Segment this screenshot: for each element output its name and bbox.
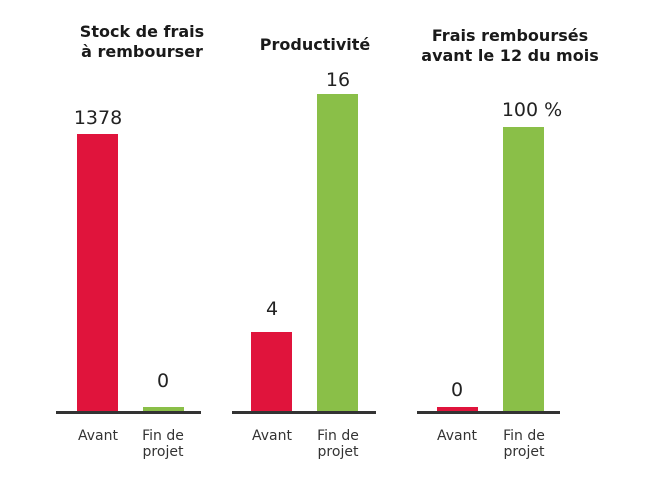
category-label-fin-de-projet: Fin de projet: [142, 428, 184, 460]
value-label-avant: 4: [265, 298, 279, 320]
bar-fin-de-projet: [143, 407, 184, 411]
value-label-avant: 1378: [73, 107, 123, 129]
bar-fin-de-projet: [317, 94, 358, 411]
value-label-fin-de-projet: 100 %: [501, 99, 563, 121]
chart-title: Stock de frais à rembourser: [79, 22, 205, 61]
x-axis-line: [232, 411, 376, 414]
category-label-avant: Avant: [252, 428, 292, 444]
value-label-fin-de-projet: 0: [156, 370, 170, 392]
value-label-avant: 0: [450, 379, 464, 401]
value-label-fin-de-projet: 16: [325, 69, 351, 91]
category-label-avant: Avant: [437, 428, 477, 444]
category-label-avant: Avant: [78, 428, 118, 444]
bar-fin-de-projet: [503, 127, 544, 411]
bar-avant: [77, 134, 118, 411]
bar-avant: [437, 407, 478, 411]
chart-title: Productivité: [259, 35, 371, 54]
x-axis-line: [417, 411, 560, 414]
bar-avant: [251, 331, 292, 411]
chart-title: Frais remboursés avant le 12 du mois: [421, 26, 599, 65]
x-axis-line: [56, 411, 201, 414]
category-label-fin-de-projet: Fin de projet: [503, 428, 545, 460]
category-label-fin-de-projet: Fin de projet: [317, 428, 359, 460]
